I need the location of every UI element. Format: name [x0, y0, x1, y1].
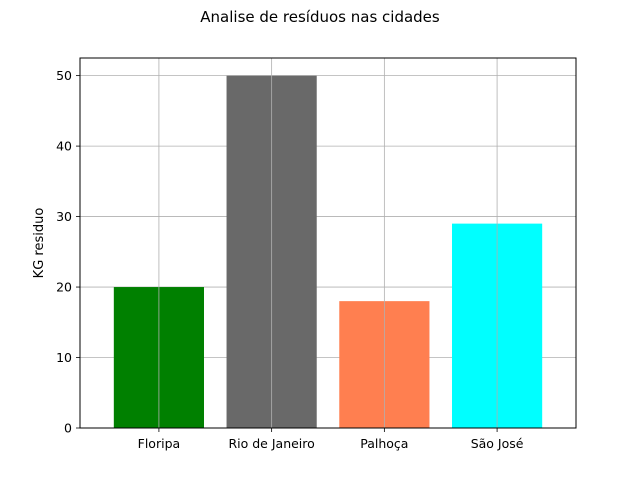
chart-title: Analise de resíduos nas cidades	[200, 8, 440, 26]
x-grid-layer	[158, 58, 498, 428]
x-tick-label: Rio de Janeiro	[228, 436, 314, 451]
y-tick-label: 20	[56, 280, 72, 295]
y-tick-label: 10	[56, 350, 72, 365]
y-tick-label: 40	[56, 139, 72, 154]
x-tick-label: Floripa	[138, 436, 181, 451]
x-tick-label: São José	[471, 436, 524, 451]
plot-frame	[79, 57, 577, 429]
x-axis: Floripa Rio de Janeiro Palhoça São José	[138, 428, 524, 451]
y-tick-label: 30	[56, 209, 72, 224]
y-axis: 0 10 20 30 40 50	[56, 68, 80, 436]
y-tick-label: 0	[64, 421, 72, 436]
y-axis-label: KG residuo	[32, 208, 47, 279]
plot-area: 0 10 20 30 40 50 Floripa Rio de Janeiro Palhoça…	[56, 57, 577, 451]
y-tick-label: 50	[56, 68, 72, 83]
x-tick-label: Palhoça	[360, 436, 408, 451]
